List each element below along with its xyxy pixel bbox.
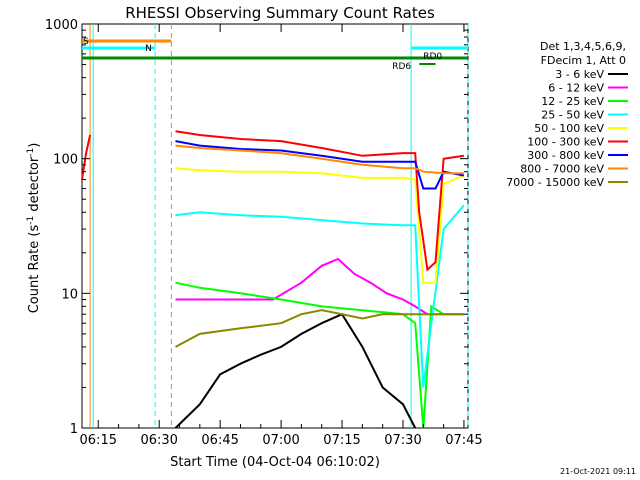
series-line [174,312,417,429]
y-axis-ticks: 1 10 100 1000 [45,18,468,437]
y-label-part3: ) [27,143,42,148]
info-line-2: FDecim 1, Att 0 [541,54,626,67]
y-axis-label: Count Rate (s-1 detector-1) [26,143,42,314]
series-line [175,140,465,190]
x-axis-ticks: 06:15 06:30 06:45 07:00 07:15 07:30 07:45 [80,24,483,448]
y-label-part1: Count Rate (s [27,225,42,314]
rd0-label: RD0 [423,52,442,62]
series-line [175,167,465,284]
y-tick-label: 10 [61,287,78,302]
legend-label: 100 - 300 keV [527,136,604,149]
x-axis-label: Start Time (04-Oct-04 06:10:02) [170,455,380,470]
legend-label: 50 - 100 keV [534,122,604,135]
x-tick-label: 07:00 [262,433,299,448]
x-tick-label: 06:45 [201,433,238,448]
y-label-sup1: -1 [26,216,36,225]
y-tick-label: 1000 [45,18,78,33]
info-line-1: Det 1,3,4,5,6,9, [540,40,626,53]
s-bar-label: S [83,37,89,47]
legend-label: 800 - 7000 keV [520,163,604,176]
x-tick-label: 07:30 [384,433,421,448]
series-line [175,309,464,348]
x-tick-label: 07:15 [323,433,360,448]
series-line [175,257,464,316]
legend-label: 6 - 12 keV [548,82,604,95]
x-tick-label: 06:15 [80,433,117,448]
top-status-bars: S N RD0 RD6 [82,37,468,72]
y-tick-label: 100 [53,153,78,168]
legend-label: 12 - 25 keV [541,95,604,108]
y-label-sup2: -1 [26,148,36,157]
n-bar-label: N [145,44,152,54]
x-tick-label: 07:45 [445,433,482,448]
x-tick-label: 06:30 [140,433,177,448]
vertical-markers [89,24,469,428]
series-line [175,144,464,175]
footer-timestamp: 21-Oct-2021 09:11 [560,467,636,476]
series-lines [81,130,465,429]
rd6-label: RD6 [392,62,411,72]
legend-label: 3 - 6 keV [555,68,604,81]
early-segment-line [81,134,92,180]
legend-label: 300 - 800 keV [527,149,604,162]
y-tick-label: 1 [70,422,78,437]
series-line [175,130,465,272]
y-label-part2: detector [27,156,42,216]
legend-label: 7000 - 15000 keV [506,176,604,189]
legend-label: 25 - 50 keV [541,109,604,122]
series-line [175,204,465,388]
chart-title: RHESSI Observing Summary Count Rates [125,4,435,22]
